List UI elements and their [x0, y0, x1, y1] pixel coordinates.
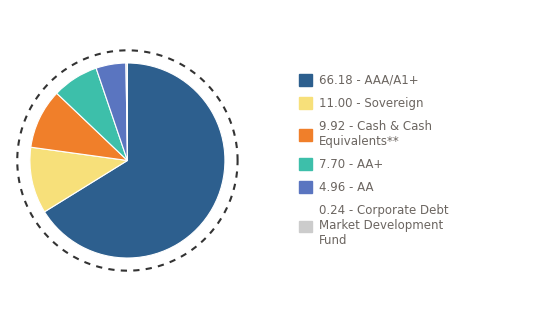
- Wedge shape: [96, 63, 127, 160]
- Wedge shape: [30, 147, 127, 212]
- Wedge shape: [126, 63, 127, 160]
- Wedge shape: [31, 93, 127, 160]
- Wedge shape: [57, 68, 127, 160]
- Legend: 66.18 - AAA/A1+, 11.00 - Sovereign, 9.92 - Cash & Cash
Equivalents**, 7.70 - AA+: 66.18 - AAA/A1+, 11.00 - Sovereign, 9.92…: [299, 74, 449, 247]
- Wedge shape: [44, 63, 225, 258]
